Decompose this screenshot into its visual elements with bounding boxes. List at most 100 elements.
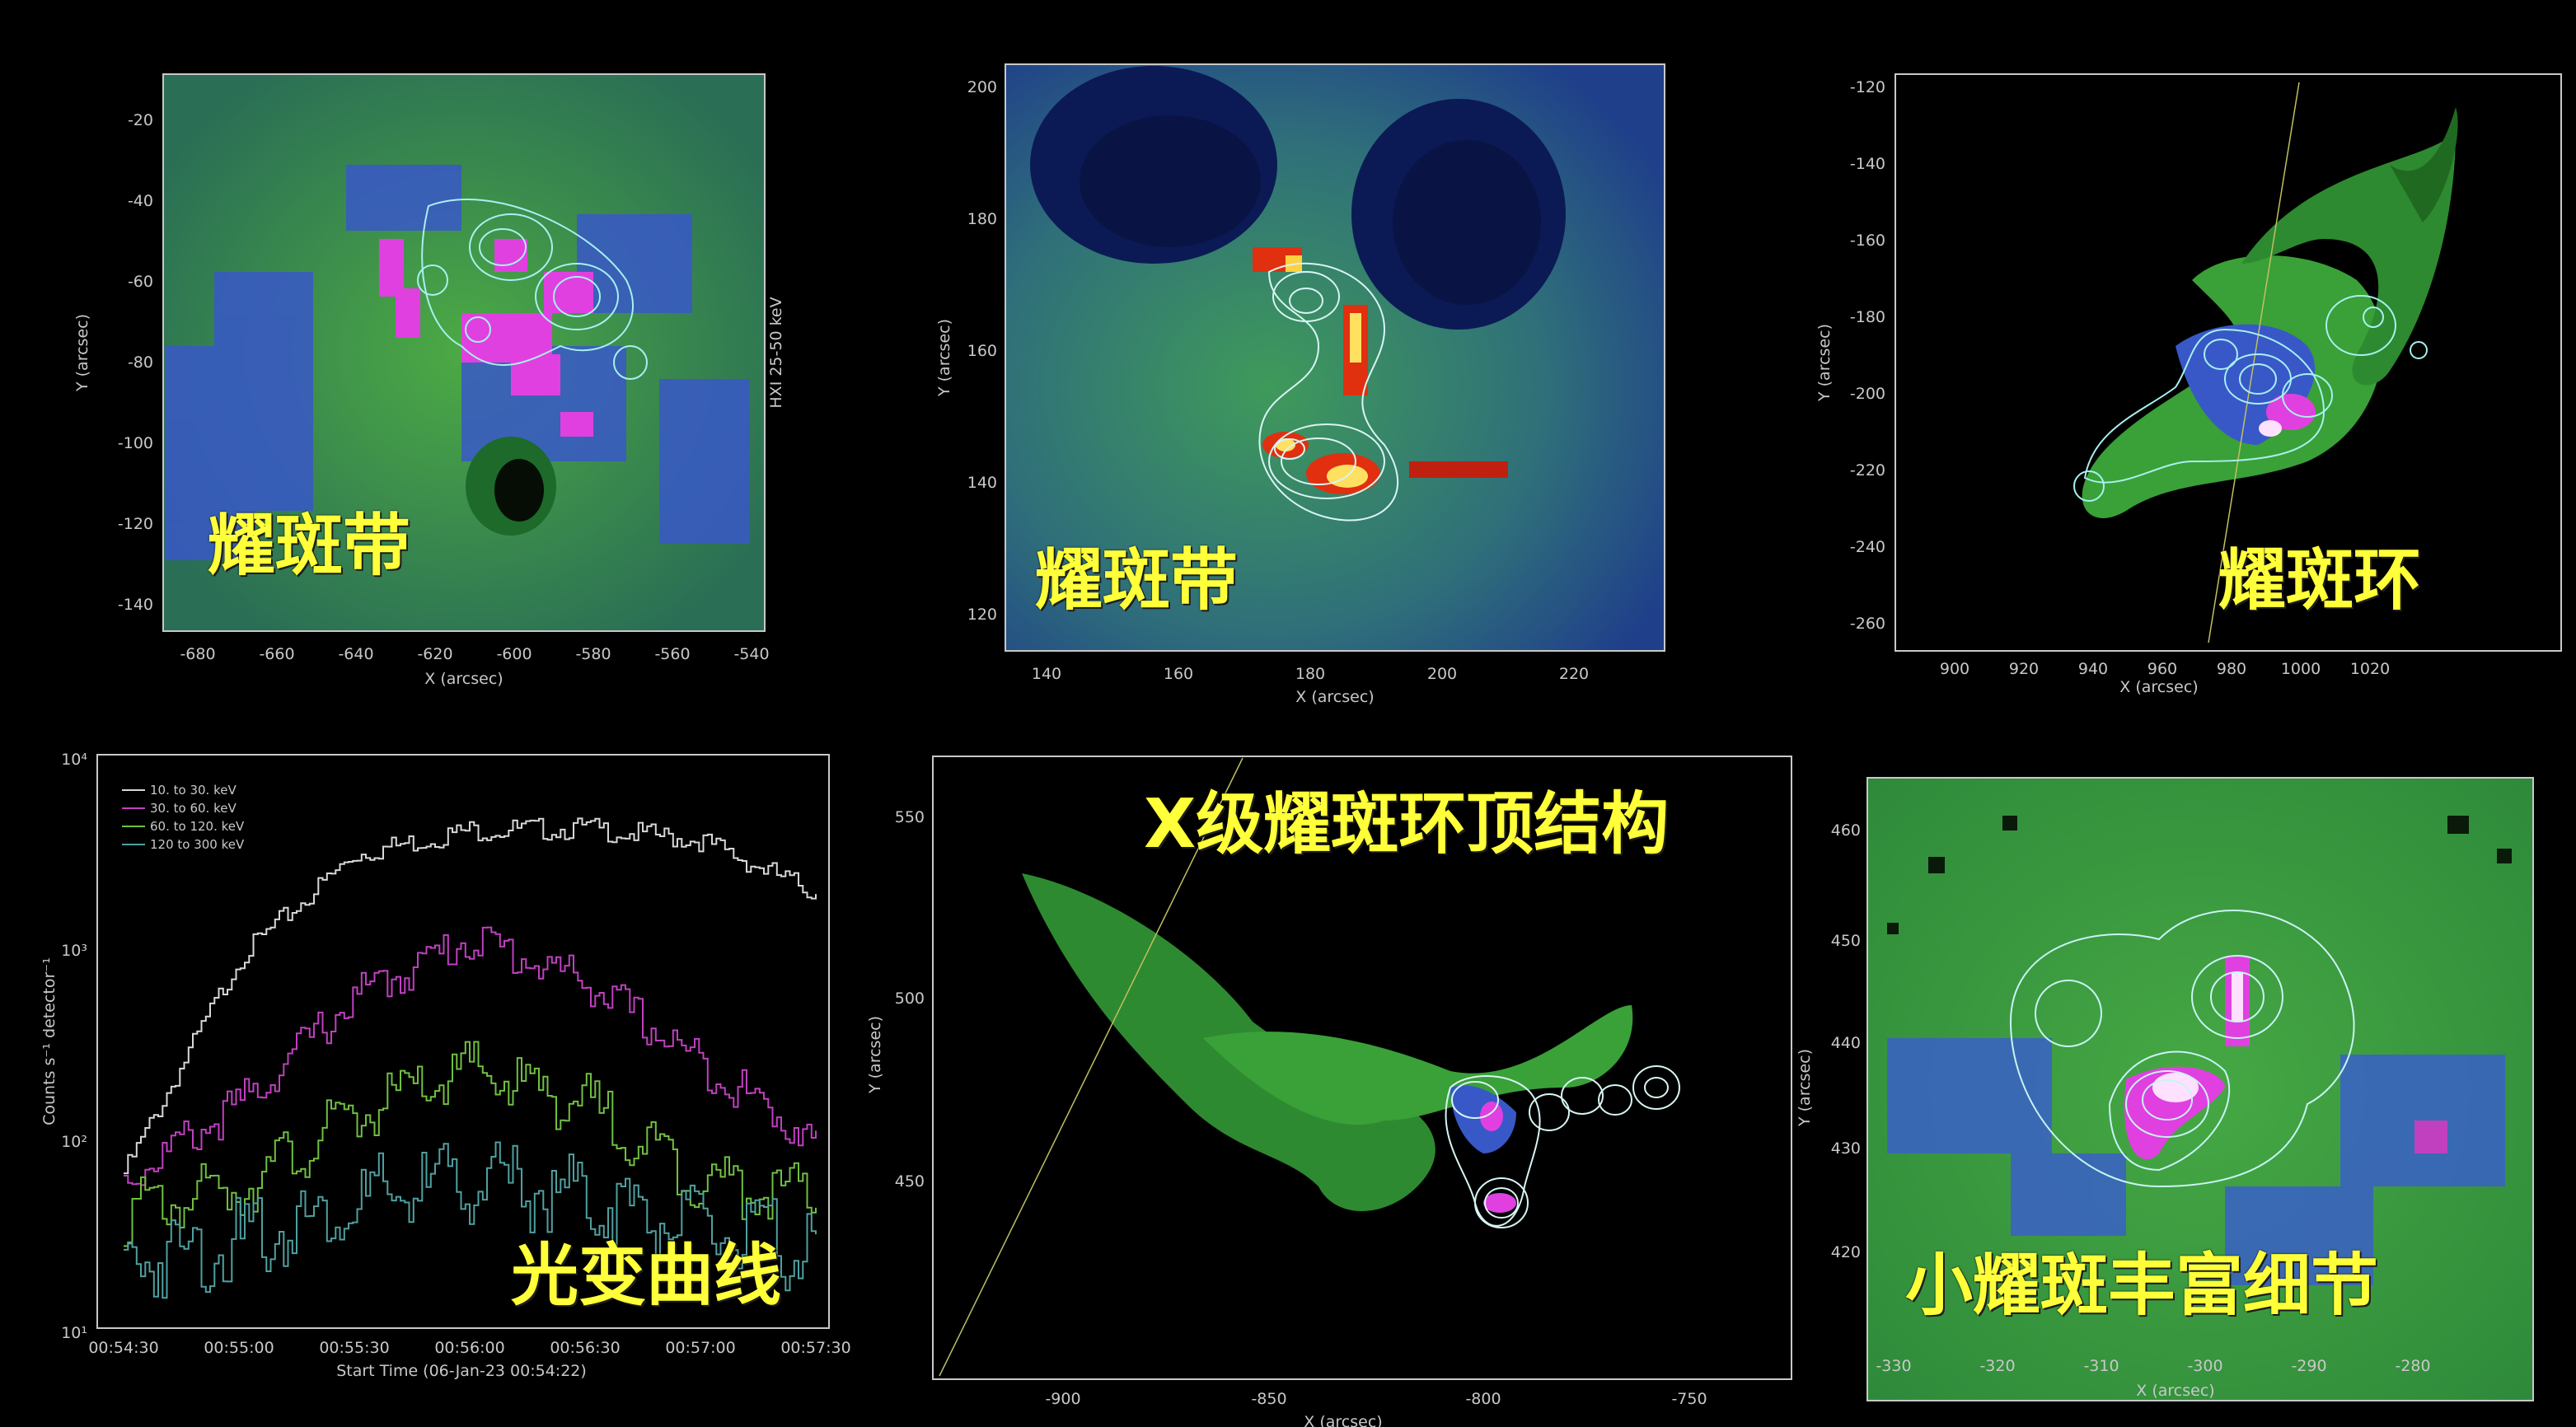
- plot-frame: [1895, 73, 2562, 652]
- plot-frame: [162, 73, 766, 632]
- y-tick: -220: [1850, 461, 1885, 480]
- series-line: [124, 817, 817, 1175]
- plot-frame: [1005, 63, 1665, 652]
- legend-entry: 120 to 300 keV: [150, 837, 245, 852]
- y-tick: 10²: [61, 1133, 87, 1151]
- x-tick: 220: [1559, 665, 1589, 683]
- x-tick: -800: [1465, 1390, 1501, 1408]
- overlay-label: 耀斑带: [1035, 541, 1239, 620]
- magenta-ribbons: [379, 239, 593, 437]
- x-tick: -580: [575, 645, 611, 663]
- loop-emission: [2082, 107, 2458, 518]
- overlay-label: 光变曲线: [511, 1237, 782, 1315]
- x-tick: 1000: [2281, 660, 2321, 678]
- y-tick: -100: [118, 434, 153, 452]
- x-tick: 00:56:30: [550, 1339, 620, 1357]
- x-tick: -310: [2083, 1357, 2119, 1375]
- y-tick: 10¹: [61, 1324, 87, 1342]
- limb-line: [939, 757, 1244, 1377]
- y-tick: 430: [1831, 1139, 1861, 1158]
- y-axis-label: Y (arcsec): [1796, 1049, 1814, 1127]
- y-tick: 180: [967, 210, 997, 228]
- overlay-label: X级耀斑环顶结构: [1144, 785, 1670, 863]
- y-tick: -240: [1850, 538, 1885, 556]
- y-tick: -120: [1850, 78, 1885, 96]
- y-tick: -20: [128, 111, 153, 129]
- y-tick: 550: [895, 808, 925, 826]
- series-line: [124, 1141, 817, 1299]
- x-tick: -680: [180, 645, 215, 663]
- panel-light-curve: 10⁴ 10³ 10² 10¹ 00:54:30 00:55:00 00:55:…: [0, 725, 857, 1427]
- x-ticks: 140 160 180 200 220: [1032, 665, 1589, 683]
- x-axis-label: X (arcsec): [2136, 1382, 2214, 1400]
- y-tick: 460: [1831, 821, 1861, 840]
- legend-entry: 60. to 120. keV: [150, 819, 245, 834]
- x-tick: 920: [2009, 660, 2039, 678]
- panel-2-svg: 200 180 160 140 120 140 160 180 200 220 …: [935, 63, 1665, 706]
- x-ticks: -900 -850 -800 -750: [1045, 1390, 1707, 1408]
- y-tick: 10⁴: [61, 751, 87, 769]
- panel-1-svg: -20 -40 -60 -80 -100 -120 -140 -680 -660…: [73, 73, 785, 688]
- y-tick: 440: [1831, 1034, 1861, 1052]
- contours: [417, 199, 648, 380]
- x-tick: 960: [2147, 660, 2177, 678]
- y-axis-label: Y (arcsec): [935, 319, 953, 397]
- plot-frame: [932, 756, 1792, 1380]
- limb-line: [2208, 82, 2300, 643]
- x-tick: 940: [2078, 660, 2108, 678]
- looptop-emission: [1022, 873, 1633, 1213]
- x-tick: 180: [1295, 665, 1325, 683]
- panel-x-class-looptop: 550 500 450 -900 -850 -800 -750 X (arcse…: [857, 725, 1792, 1427]
- y-tick: -260: [1850, 615, 1885, 633]
- y-ticks: 460 450 440 430 420: [1831, 821, 1861, 1261]
- x-tick: -620: [417, 645, 452, 663]
- overlay-label: 耀斑环: [2218, 541, 2422, 620]
- x-tick: -660: [259, 645, 294, 663]
- plot-frame: [1866, 777, 2534, 1401]
- x-tick: 980: [2217, 660, 2246, 678]
- x-tick: -300: [2187, 1357, 2222, 1375]
- y-tick: -40: [128, 192, 153, 210]
- right-axis-label: HXI 25-50 keV: [767, 297, 785, 408]
- x-tick: -750: [1671, 1390, 1707, 1408]
- y-tick: -160: [1850, 232, 1885, 250]
- y-axis-label: Y (arcsec): [73, 314, 91, 392]
- y-tick: 10³: [61, 942, 87, 960]
- light-curve-svg: 10⁴ 10³ 10² 10¹ 00:54:30 00:55:00 00:55:…: [40, 751, 851, 1380]
- x-tick: 00:57:30: [780, 1339, 850, 1357]
- contours: [1258, 262, 1399, 522]
- x-tick: -540: [733, 645, 769, 663]
- y-tick: 200: [967, 78, 997, 96]
- x-tick: -290: [2291, 1357, 2326, 1375]
- x-ticks: 00:54:30 00:55:00 00:55:30 00:56:00 00:5…: [88, 1339, 850, 1357]
- y-tick: -140: [1850, 155, 1885, 173]
- panel-5-svg: 550 500 450 -900 -850 -800 -750 X (arcse…: [866, 756, 1792, 1427]
- panel-6-svg: 460 450 440 430 420 -330 -320 -310 -300 …: [1796, 777, 2534, 1401]
- x-tick: 00:54:30: [88, 1339, 158, 1357]
- y-ticks: -120 -140 -160 -180 -200 -220 -240 -260: [1850, 78, 1885, 633]
- y-tick: -120: [118, 515, 153, 533]
- contours: [2073, 295, 2428, 502]
- y-tick: 450: [895, 1172, 925, 1191]
- panel-small-flare: 460 450 440 430 420 -330 -320 -310 -300 …: [1763, 725, 2576, 1427]
- y-tick: 160: [967, 342, 997, 360]
- legend-entry: 10. to 30. keV: [150, 783, 237, 798]
- x-tick: -900: [1045, 1390, 1080, 1408]
- x-tick: 140: [1032, 665, 1061, 683]
- x-axis-label: X (arcsec): [424, 670, 503, 688]
- x-tick: 00:56:00: [434, 1339, 504, 1357]
- overlay-label: 小耀斑丰富细节: [1905, 1247, 2379, 1325]
- y-tick: -180: [1850, 308, 1885, 326]
- blue-regions: [1887, 1038, 2505, 1285]
- x-tick: -600: [496, 645, 532, 663]
- y-tick: 420: [1831, 1243, 1861, 1261]
- overlay-label: 耀斑带: [208, 507, 411, 585]
- y-ticks: 550 500 450: [895, 808, 925, 1191]
- x-tick: -330: [1876, 1357, 1911, 1375]
- x-tick: 1020: [2350, 660, 2390, 678]
- y-tick: 500: [895, 990, 925, 1008]
- series-group: [124, 817, 817, 1299]
- x-tick: 200: [1427, 665, 1457, 683]
- x-ticks: -330 -320 -310 -300 -290 -280: [1876, 1357, 2430, 1375]
- legend: 10. to 30. keV 30. to 60. keV 60. to 120. …: [122, 783, 245, 852]
